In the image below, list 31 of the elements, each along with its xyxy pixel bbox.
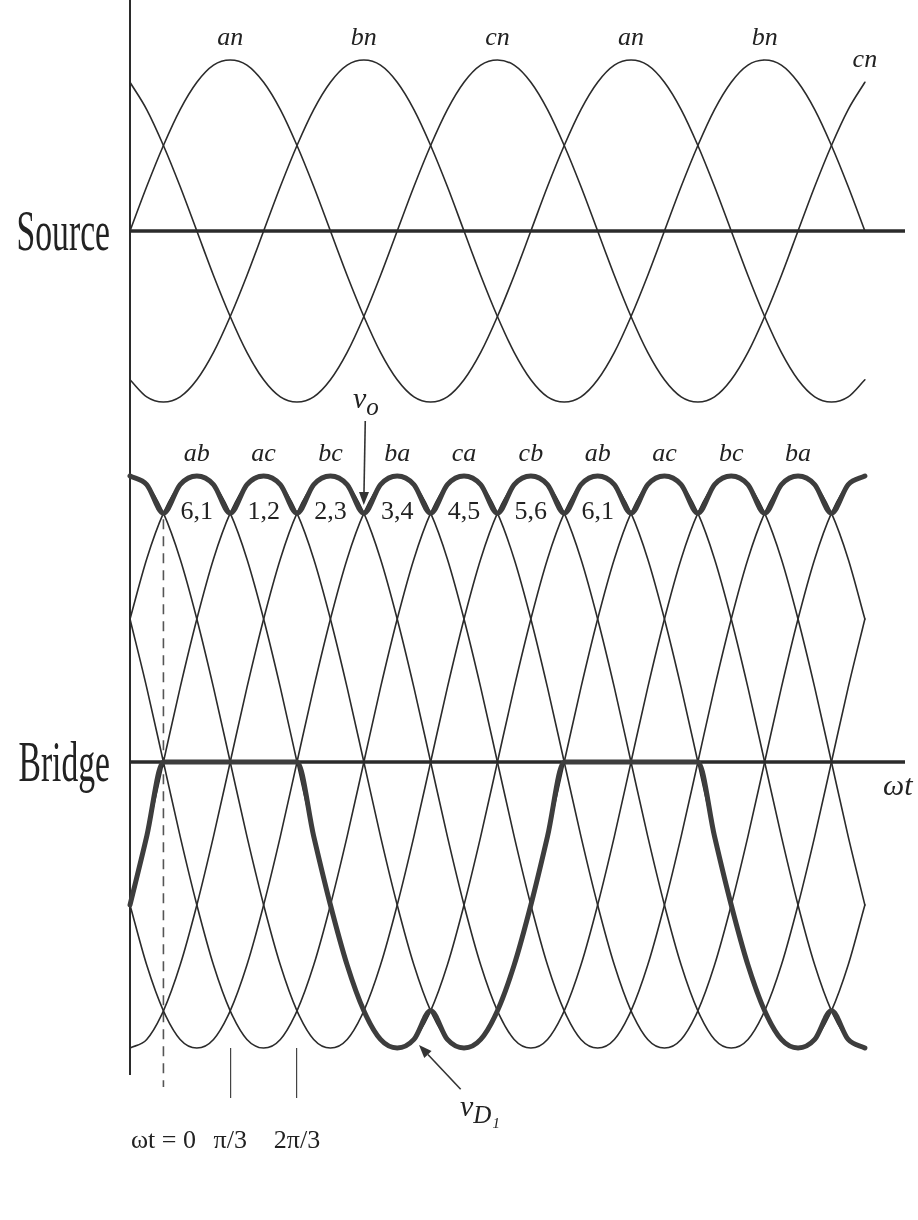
annotation: ba <box>384 438 411 467</box>
x-axis-title: ωt <box>883 768 913 801</box>
x-tick-label: ωt = 0 <box>130 1125 196 1155</box>
y-axis-title: Bridge <box>18 729 110 794</box>
annotation: 2,3 <box>314 496 347 525</box>
annotation: ac <box>652 438 677 467</box>
annotation: ab <box>584 438 611 467</box>
x-tick-label: 2π/3 <box>273 1125 321 1155</box>
annotation: ac <box>251 438 276 467</box>
annotation: cn <box>485 22 510 51</box>
annotation: bc <box>318 438 343 467</box>
annotation: an <box>217 22 244 51</box>
annotation: 6,1 <box>581 496 614 525</box>
annotation: ca <box>451 438 477 467</box>
annotation: bn <box>350 22 377 51</box>
x-tick-label: π/3 <box>213 1125 247 1155</box>
series-label: v$_{o}$ <box>352 381 379 421</box>
annotation: 1,2 <box>247 496 280 525</box>
y-axis-title: Source <box>16 198 110 263</box>
annotation: cb <box>518 438 544 467</box>
annotation: an <box>618 22 645 51</box>
annotation: 4,5 <box>447 496 481 525</box>
annotation: bc <box>718 438 744 467</box>
annotation: ba <box>785 438 812 467</box>
annotation: 5,6 <box>514 496 548 525</box>
annotation: ab <box>183 438 210 467</box>
annotation: cn <box>852 44 878 74</box>
annotation: bn <box>751 22 778 51</box>
annotation: 6,1 <box>180 496 214 525</box>
annotation: 3,4 <box>380 496 414 525</box>
legend-label: v$_{D₁}$ <box>459 1089 500 1129</box>
